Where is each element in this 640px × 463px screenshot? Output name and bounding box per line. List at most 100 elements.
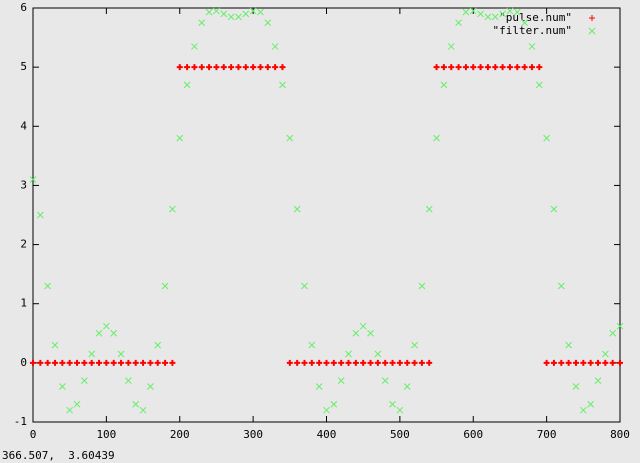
- data-point: [447, 43, 455, 50]
- x-tick-label: 0: [30, 428, 37, 441]
- data-point: [110, 359, 117, 366]
- data-point: [294, 359, 301, 366]
- data-point: [616, 322, 624, 330]
- data-point: [469, 7, 477, 15]
- x-tick-label: 600: [463, 428, 483, 441]
- data-point: [103, 359, 110, 366]
- data-point: [316, 359, 323, 366]
- data-point: [66, 406, 74, 414]
- data-point: [81, 377, 88, 384]
- data-point: [484, 13, 492, 21]
- data-point: [550, 359, 557, 366]
- data-point: [301, 359, 308, 366]
- data-point: [161, 282, 169, 290]
- data-point: [228, 64, 235, 71]
- data-point: [315, 383, 323, 390]
- data-point: [44, 359, 51, 366]
- data-point: [110, 329, 118, 337]
- data-point: [264, 64, 271, 71]
- data-point: [536, 64, 543, 71]
- data-point: [367, 329, 374, 337]
- data-point: [462, 64, 469, 71]
- data-point: [73, 400, 81, 408]
- data-point: [513, 8, 521, 16]
- data-point: [242, 64, 249, 71]
- y-tick-label: 1: [20, 297, 27, 310]
- data-point: [140, 359, 147, 366]
- data-point: [154, 359, 161, 366]
- y-tick-label: 5: [20, 60, 27, 73]
- x-tick-label: 500: [390, 428, 410, 441]
- data-point: [59, 359, 66, 366]
- data-point: [404, 359, 411, 366]
- data-point: [543, 359, 550, 366]
- data-point: [264, 19, 272, 27]
- data-point: [396, 359, 403, 366]
- x-tick-label: 400: [317, 428, 337, 441]
- data-point: [528, 64, 535, 71]
- data-point: [499, 10, 506, 18]
- data-point: [345, 350, 352, 358]
- data-point: [484, 64, 491, 71]
- data-point: [580, 359, 587, 366]
- data-point: [491, 13, 499, 21]
- data-point: [543, 134, 550, 142]
- data-point: [433, 64, 440, 71]
- data-point: [154, 341, 162, 349]
- data-point: [426, 359, 433, 366]
- data-point: [220, 64, 227, 71]
- data-point: [250, 64, 257, 71]
- data-point: [279, 64, 286, 71]
- data-point: [382, 359, 389, 366]
- data-point: [74, 359, 81, 366]
- data-point: [565, 341, 572, 349]
- data-point: [118, 359, 125, 366]
- data-point: [176, 64, 183, 71]
- data-point: [572, 383, 580, 390]
- data-point: [132, 359, 139, 366]
- data-point: [147, 359, 154, 366]
- data-point: [360, 359, 367, 366]
- data-point: [301, 282, 308, 290]
- data-point: [271, 43, 279, 50]
- data-point: [125, 377, 132, 384]
- data-point: [206, 64, 213, 71]
- data-point: [403, 383, 411, 390]
- data-point: [66, 359, 73, 366]
- legend-label: "pulse.num": [499, 11, 572, 24]
- data-point: [88, 359, 95, 366]
- data-point: [257, 8, 264, 16]
- data-point: [337, 377, 345, 384]
- data-point: [132, 400, 140, 408]
- data-point: [535, 81, 543, 89]
- data-point: [220, 10, 228, 18]
- data-point: [198, 64, 205, 71]
- data-point: [293, 205, 301, 213]
- data-point: [389, 400, 396, 408]
- data-point: [594, 359, 601, 366]
- data-point: [36, 211, 44, 219]
- data-point: [411, 359, 418, 366]
- data-point: [359, 322, 367, 330]
- data-point: [139, 406, 147, 414]
- data-point: [565, 359, 572, 366]
- data-point: [609, 329, 617, 337]
- x-tick-label: 700: [537, 428, 557, 441]
- data-point: [257, 64, 264, 71]
- x-tick-label: 200: [170, 428, 190, 441]
- data-point: [579, 406, 587, 414]
- data-point: [609, 359, 616, 366]
- data-point: [235, 64, 242, 71]
- data-point: [470, 64, 477, 71]
- data-point: [323, 406, 330, 414]
- data-point: [425, 205, 433, 213]
- data-point: [572, 359, 579, 366]
- data-point: [330, 400, 338, 408]
- data-point: [455, 19, 462, 27]
- data-point: [125, 359, 132, 366]
- data-point: [117, 350, 125, 358]
- data-point: [521, 64, 528, 71]
- data-point: [205, 8, 213, 16]
- data-point: [557, 282, 565, 290]
- data-point: [418, 359, 425, 366]
